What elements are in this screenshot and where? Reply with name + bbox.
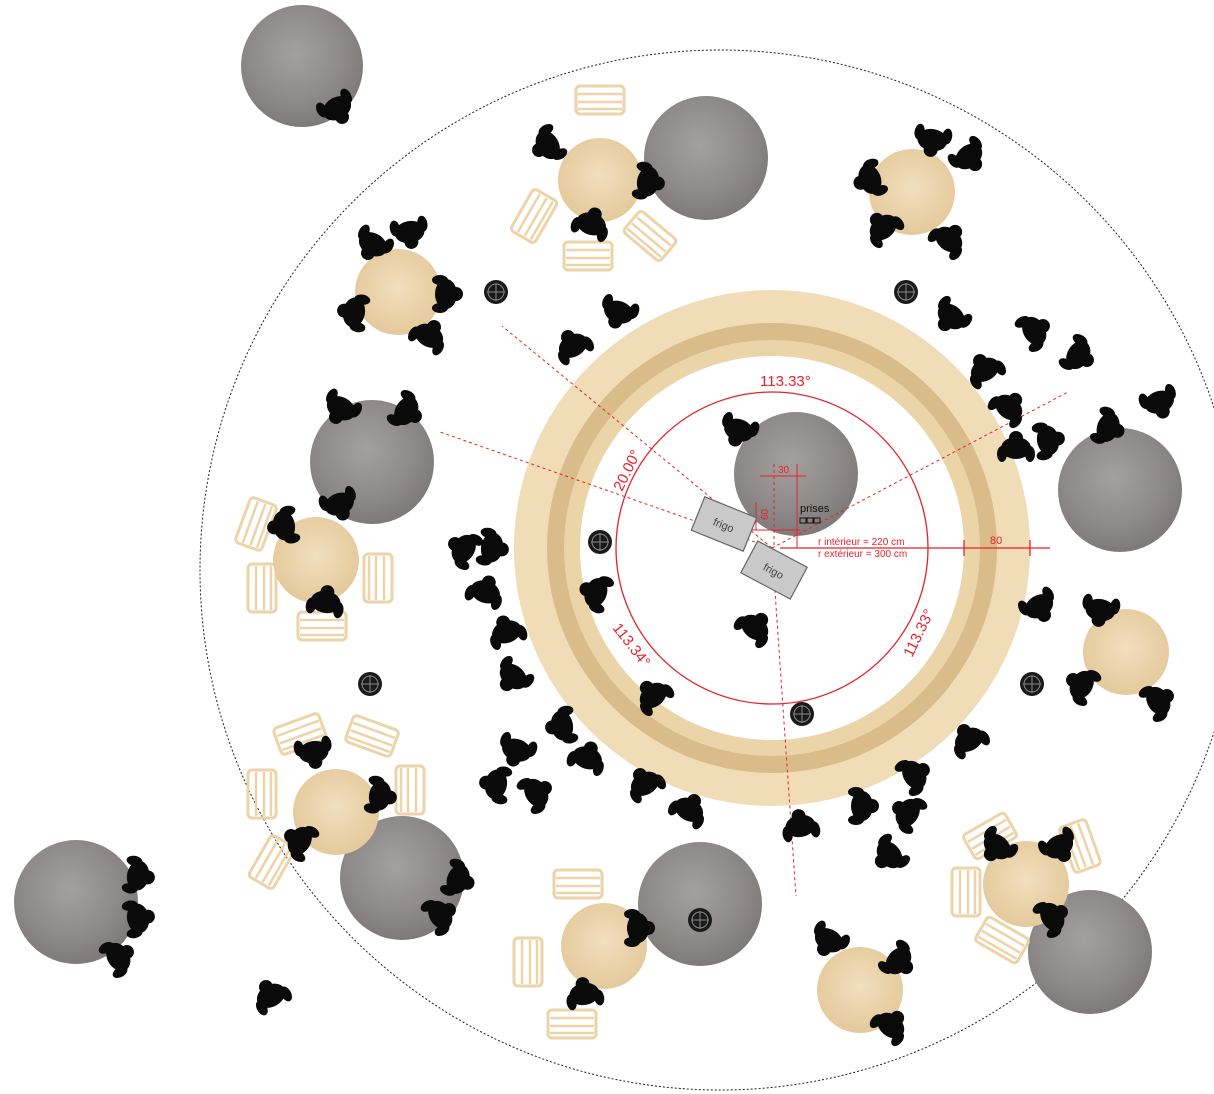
socket-icon bbox=[799, 517, 821, 524]
chair-icon bbox=[343, 713, 401, 759]
fridge: frigo bbox=[740, 540, 808, 600]
chair-icon bbox=[362, 552, 394, 604]
floor-drain-icon bbox=[1019, 671, 1045, 697]
fridge: frigo bbox=[690, 496, 758, 552]
concrete-table bbox=[14, 840, 138, 964]
person-topview-icon bbox=[883, 788, 930, 837]
concrete-table bbox=[241, 5, 363, 127]
person-topview-icon bbox=[548, 321, 597, 368]
concrete-tables bbox=[14, 5, 1182, 1014]
floor-drain-icon bbox=[357, 671, 383, 697]
angle-label-top: 113.33° bbox=[760, 373, 811, 390]
floor-drain-icon bbox=[587, 529, 613, 555]
person-topview-icon bbox=[514, 768, 561, 817]
person-topview-icon bbox=[474, 526, 513, 570]
floor-drain-icon bbox=[687, 907, 713, 933]
chair-icon bbox=[508, 186, 560, 246]
person-topview-icon bbox=[925, 293, 975, 342]
chair-icon bbox=[562, 240, 614, 272]
wood-table bbox=[1083, 609, 1169, 695]
floor-drain-icon bbox=[483, 279, 509, 305]
person-topview-icon bbox=[1012, 306, 1059, 355]
person-topview-icon bbox=[1030, 418, 1069, 462]
wood-table bbox=[558, 138, 642, 222]
floor-drain-icon bbox=[893, 279, 919, 305]
chair-icon bbox=[246, 562, 278, 614]
person-topview-icon bbox=[292, 734, 336, 773]
concrete-table bbox=[644, 96, 768, 220]
person-topview-icon bbox=[388, 214, 432, 253]
inner-radius-label: r intérieur = 220 cm bbox=[818, 537, 904, 548]
chair-icon bbox=[394, 764, 426, 816]
wood-tables bbox=[273, 138, 1169, 1033]
wood-table bbox=[869, 149, 955, 235]
person-topview-icon bbox=[487, 653, 537, 702]
outer-radius-label: r extérieur = 300 cm bbox=[818, 549, 907, 560]
person-topview-icon bbox=[246, 971, 295, 1018]
concrete-table bbox=[734, 412, 858, 536]
person-topview-icon bbox=[1056, 331, 1103, 380]
chair-icon bbox=[546, 1008, 598, 1040]
person-topview-icon bbox=[432, 275, 463, 313]
chair-icon bbox=[621, 208, 679, 264]
person-topview-icon bbox=[483, 609, 530, 652]
person-topview-icon bbox=[945, 133, 995, 182]
dimension-80: 80 bbox=[990, 535, 1002, 547]
dimension-30: 30 bbox=[778, 465, 790, 476]
floor-drain-icon bbox=[789, 701, 815, 727]
person-topview-icon bbox=[778, 805, 822, 844]
concrete-table bbox=[1058, 428, 1182, 552]
chair-icon bbox=[512, 936, 544, 988]
person-topview-icon bbox=[475, 762, 514, 806]
person-topview-icon bbox=[848, 787, 879, 825]
person-topview-icon bbox=[1136, 382, 1183, 425]
site-boundary bbox=[199, 49, 1214, 1091]
chair-icon bbox=[950, 866, 982, 918]
dimension-60: 60 bbox=[760, 508, 771, 520]
sockets-label: prises bbox=[800, 503, 830, 515]
person-topview-icon bbox=[864, 831, 913, 881]
chair-icon bbox=[574, 84, 626, 116]
dimension-lines bbox=[439, 325, 1069, 897]
chair-icon bbox=[552, 868, 604, 900]
wood-table bbox=[355, 249, 441, 335]
wood-table bbox=[561, 903, 647, 989]
concrete-table bbox=[638, 842, 762, 966]
person-topview-icon bbox=[462, 569, 509, 612]
chair-icon bbox=[246, 768, 278, 820]
person-topview-icon bbox=[493, 730, 540, 773]
person-topview-icon bbox=[439, 524, 486, 573]
person-topview-icon bbox=[595, 292, 642, 335]
